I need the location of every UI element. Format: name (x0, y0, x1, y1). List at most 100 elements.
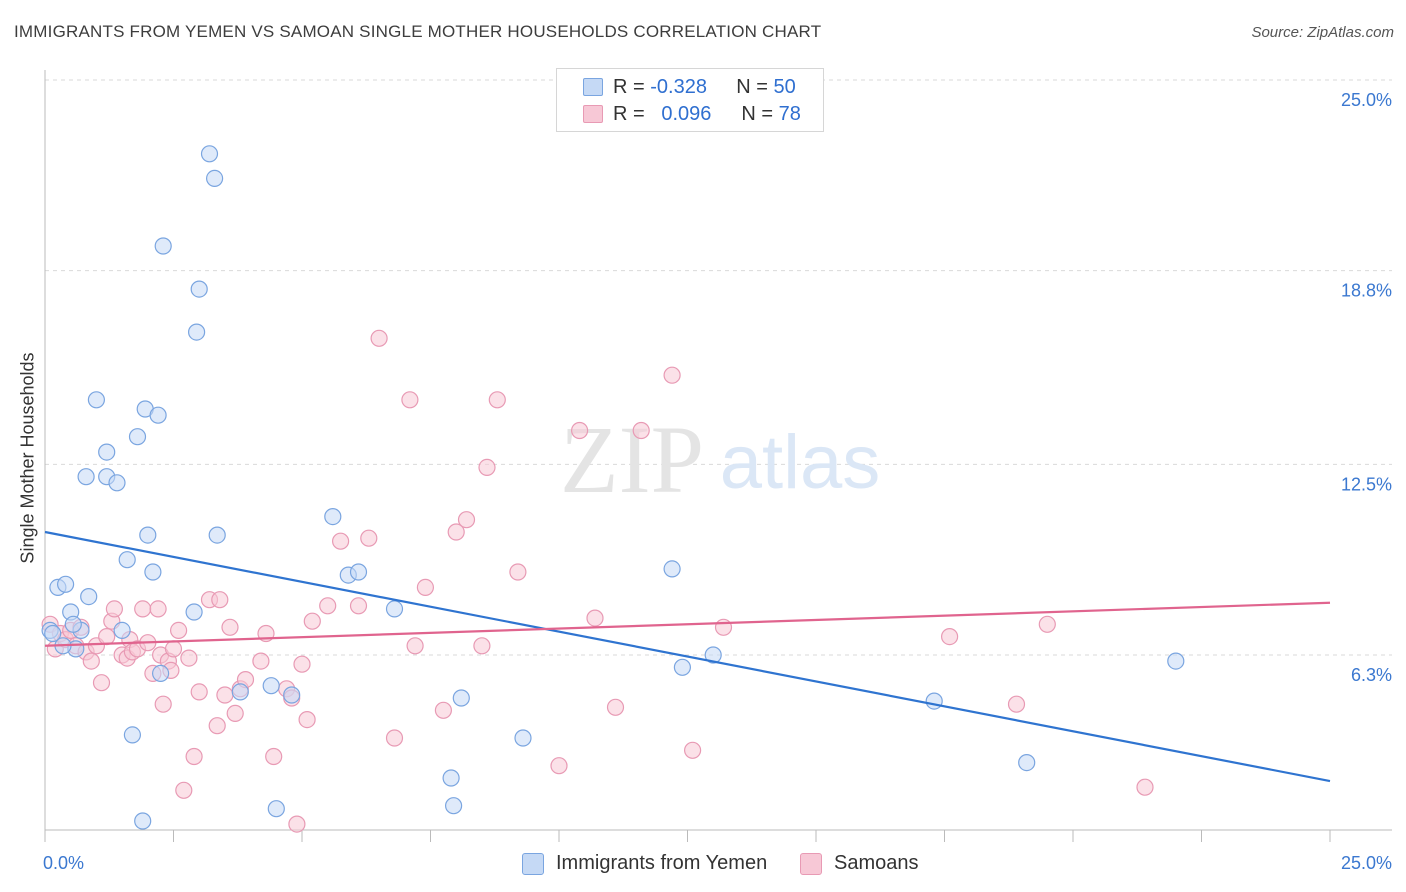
samoan-point (416, 578, 434, 597)
yemen-point (108, 474, 126, 492)
samoan-point (434, 701, 452, 719)
legend-r-label: R = (613, 102, 645, 125)
yemen-point (1167, 652, 1185, 670)
yemen-point (98, 443, 116, 461)
samoan-point (586, 609, 604, 627)
yemen-point (139, 526, 157, 544)
yemen-point (118, 551, 136, 569)
y-axis-label: Single Mother Households (17, 352, 38, 564)
yemen-point (673, 658, 692, 676)
legend-item-yemen[interactable]: Immigrants from Yemen (522, 852, 767, 875)
samoan-point (221, 618, 239, 636)
samoan-point (478, 458, 496, 476)
yemen-point (283, 686, 301, 704)
samoan-point (332, 532, 350, 550)
stats-legend: R = -0.328 N = 50 R = 0.096 N = 78 (556, 68, 824, 132)
samoan-point (663, 366, 681, 384)
yemen-point (385, 600, 404, 618)
yemen-point (188, 323, 206, 341)
y-tick-label: 12.5% (1341, 474, 1392, 494)
samoan-point (401, 391, 419, 409)
legend-n-label: N = (741, 102, 774, 125)
x-tick-label-right: 25.0% (1341, 853, 1392, 873)
yemen-point (144, 563, 162, 581)
samoan-point (208, 717, 226, 735)
legend-n-value: 78 (778, 102, 801, 125)
yemen-point (190, 280, 208, 298)
yemen-points (41, 145, 1185, 830)
yemen-point (262, 677, 280, 695)
watermark-zip: ZIP (560, 406, 704, 513)
samoan-point (293, 655, 311, 673)
samoan-point (370, 329, 388, 347)
samoan-point (98, 627, 116, 646)
samoan-point (180, 649, 198, 667)
yemen-point (349, 563, 368, 581)
legend-swatch-samoans (583, 105, 603, 123)
legend-label-yemen: Immigrants from Yemen (556, 852, 768, 874)
chart-title: IMMIGRANTS FROM YEMEN VS SAMOAN SINGLE M… (14, 22, 822, 41)
yemen-point (704, 646, 722, 664)
legend-n-label: N = (736, 75, 768, 98)
samoan-point (406, 637, 424, 655)
legend-swatch-yemen (583, 78, 603, 96)
samoan-point (683, 741, 702, 759)
samoan-point (360, 529, 378, 547)
samoan-point (473, 637, 491, 655)
samoan-point (216, 686, 234, 704)
samoan-point (509, 563, 527, 581)
samoan-point (211, 591, 229, 609)
samoan-point (1038, 615, 1056, 633)
gridlines (45, 79, 1392, 656)
samoan-point (385, 729, 404, 747)
samoan-point (226, 704, 244, 723)
legend-n-value: 50 (773, 75, 796, 98)
legend-swatch-yemen (522, 852, 544, 875)
tick-labels: 6.3% 12.5% 18.8% 25.0% 0.0% 25.0% (43, 90, 1392, 873)
yemen-point (925, 692, 943, 710)
legend-item-samoans[interactable]: Samoans (800, 852, 919, 875)
y-tick-label: 18.8% (1341, 281, 1392, 301)
yemen-point (231, 683, 249, 701)
yemen-point (208, 526, 226, 544)
yemen-point (64, 615, 82, 633)
yemen-point (663, 560, 681, 578)
samoan-point (714, 618, 733, 636)
yemen-point (56, 575, 75, 593)
watermark-atlas: atlas (720, 420, 881, 505)
source-label: Source: ZipAtlas.com (1251, 24, 1394, 41)
yemen-point (87, 391, 106, 409)
samoan-point (570, 421, 589, 440)
yemen-point (514, 729, 532, 747)
yemen-point (149, 406, 167, 424)
samoan-point (154, 695, 172, 713)
samoan-point (349, 597, 368, 615)
axes (44, 70, 1392, 842)
yemen-point (185, 603, 203, 621)
legend-row-yemen: R = -0.328 N = 50 (583, 74, 796, 100)
yemen-point (1018, 753, 1036, 772)
samoan-point (303, 612, 321, 630)
legend-r-value: -0.328 (650, 75, 707, 98)
yemen-point (77, 468, 95, 486)
samoan-point (82, 652, 100, 670)
samoan-point (288, 815, 306, 833)
legend-r-value: 0.096 (661, 102, 712, 125)
trend-lines (44, 530, 1331, 783)
samoan-point (457, 511, 476, 529)
y-tick-label: 6.3% (1351, 665, 1392, 685)
samoan-point (319, 597, 337, 615)
samoan-point (1007, 695, 1026, 713)
samoan-point (170, 621, 188, 640)
legend-label-samoans: Samoans (834, 852, 919, 874)
samoan-point (190, 683, 208, 701)
legend-row-samoans: R = 0.096 N = 78 (583, 101, 801, 127)
y-tick-label: 25.0% (1341, 90, 1392, 110)
yemen-point (442, 769, 460, 787)
samoan-point (298, 710, 316, 729)
yemen-point (200, 145, 219, 163)
samoan-point (550, 757, 568, 775)
samoan-point (175, 781, 193, 799)
yemen-point (152, 664, 170, 683)
